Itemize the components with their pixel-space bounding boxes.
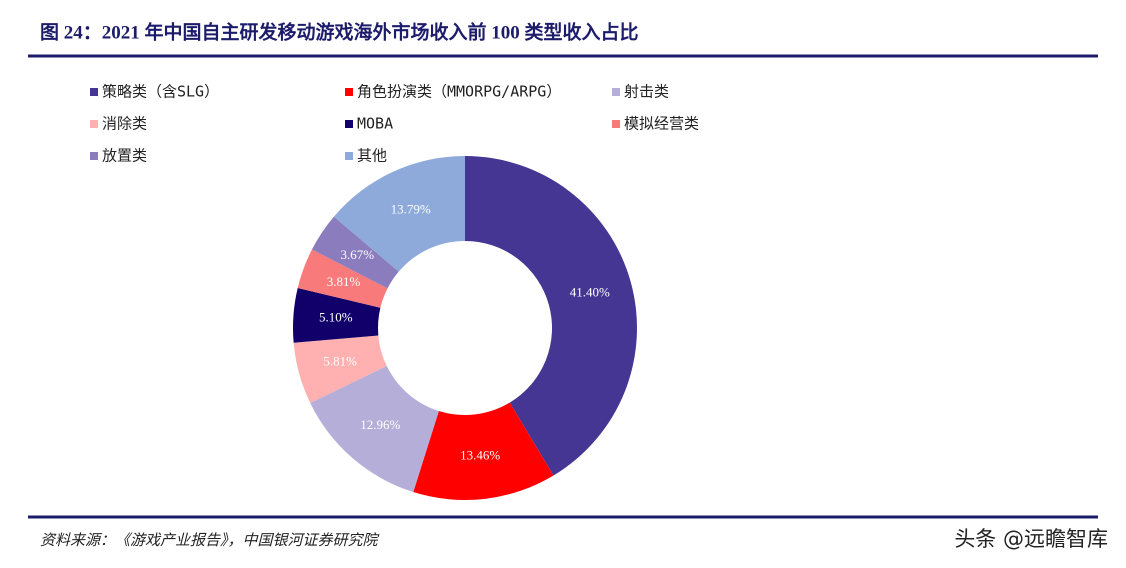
value-label: 12.96% bbox=[360, 417, 400, 432]
legend-swatch bbox=[345, 120, 353, 128]
value-label: 3.81% bbox=[327, 274, 361, 289]
value-label: 3.67% bbox=[341, 247, 375, 262]
legend-swatch bbox=[612, 120, 620, 128]
legend-swatch bbox=[612, 88, 620, 96]
donut-slice bbox=[413, 402, 554, 500]
legend-label: MOBA bbox=[357, 115, 393, 133]
legend-swatch bbox=[345, 88, 353, 96]
legend-label: 模拟经营类 bbox=[624, 115, 699, 133]
donut-slice bbox=[311, 216, 399, 289]
legend-label: 角色扮演类（MMORPG/ARPG） bbox=[357, 83, 561, 101]
source-note: 资料来源：《游戏产业报告》，中国银河证券研究院 bbox=[40, 531, 380, 549]
chart-title: 图 24：2021 年中国自主研发移动游戏海外市场收入前 100 类型收入占比 bbox=[40, 20, 639, 43]
donut-slice bbox=[465, 156, 638, 476]
legend-swatch bbox=[90, 120, 98, 128]
donut-slice bbox=[297, 249, 388, 308]
legend-swatch bbox=[90, 88, 98, 96]
donut-slice bbox=[293, 335, 387, 403]
watermark: 头条 @远瞻智库 bbox=[954, 527, 1108, 551]
legend-label: 放置类 bbox=[102, 147, 147, 165]
donut-slice bbox=[310, 365, 439, 493]
legend-swatch bbox=[90, 152, 98, 160]
legend-swatch bbox=[345, 152, 353, 160]
donut-slice bbox=[333, 156, 465, 272]
value-label: 13.46% bbox=[460, 448, 500, 463]
value-label: 41.40% bbox=[570, 284, 610, 299]
value-label: 5.10% bbox=[319, 309, 353, 324]
value-label: 5.81% bbox=[323, 353, 357, 368]
legend-label: 其他 bbox=[357, 147, 387, 165]
legend-label: 射击类 bbox=[624, 83, 669, 101]
donut-slice bbox=[293, 288, 381, 343]
legend-label: 消除类 bbox=[102, 115, 147, 133]
legend-label: 策略类（含SLG） bbox=[102, 83, 219, 101]
value-label: 13.79% bbox=[391, 201, 431, 216]
